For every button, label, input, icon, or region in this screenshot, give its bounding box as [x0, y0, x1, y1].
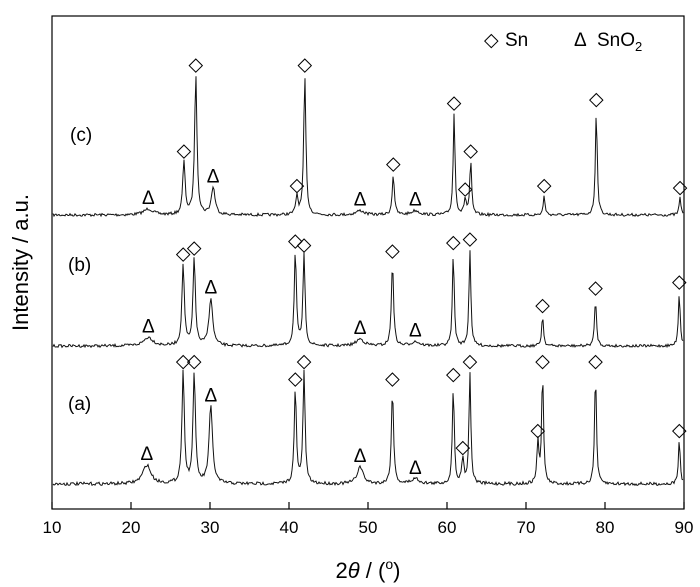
x-tick-label-60: 60	[438, 518, 457, 537]
sno2-marker-2-0: Δ	[140, 444, 153, 465]
sn-marker-0-11: ◇	[463, 141, 478, 162]
legend-symbol-sn: ◇	[484, 30, 499, 51]
sn-marker-0-13: ◇	[589, 89, 604, 110]
sno2-marker-2-6: Δ	[354, 446, 367, 467]
sn-marker-1-5: ◇	[297, 235, 312, 256]
sn-marker-1-4: ◇	[288, 230, 303, 251]
sno2-marker-1-6: Δ	[354, 318, 367, 339]
sn-marker-0-9: ◇	[447, 93, 462, 114]
series-line-0	[52, 76, 684, 218]
series-line-2	[52, 369, 684, 487]
sn-marker-2-9: ◇	[446, 364, 461, 385]
sn-marker-1-11: ◇	[535, 295, 550, 316]
sn-marker-1-7: ◇	[385, 241, 400, 262]
series-label-0: (c)	[70, 125, 92, 146]
sn-marker-0-1: ◇	[177, 141, 192, 162]
sno2-marker-2-8: Δ	[409, 458, 422, 479]
sn-marker-0-12: ◇	[537, 175, 552, 196]
legend-label-sn: Sn	[505, 30, 528, 51]
legend-label-sno2-sub: 2	[635, 39, 642, 54]
sno2-marker-1-3: Δ	[204, 278, 217, 299]
sno2-marker-1-8: Δ	[409, 321, 422, 342]
x-tick-label-90: 90	[675, 518, 694, 537]
x-axis-title-rest: / (	[360, 558, 386, 583]
sn-marker-2-4: ◇	[288, 368, 303, 389]
series-label-1: (b)	[68, 255, 91, 276]
y-axis-title: Intensity / a.u.	[8, 194, 33, 331]
x-tick-label-30: 30	[201, 518, 220, 537]
sn-marker-2-12: ◇	[531, 420, 546, 441]
sn-marker-0-10: ◇	[458, 179, 473, 200]
sno2-marker-0-3: Δ	[207, 166, 220, 187]
sn-marker-2-2: ◇	[187, 351, 202, 372]
x-tick-label-40: 40	[280, 518, 299, 537]
legend-label-sno2-main: SnO	[597, 30, 635, 51]
x-axis-title: 2θ / (o)	[336, 556, 401, 583]
series-layer	[52, 76, 684, 487]
sn-marker-1-10: ◇	[463, 229, 478, 250]
legend-label-sno2: SnO2	[597, 30, 642, 54]
sn-marker-2-14: ◇	[588, 351, 603, 372]
tick-layer: 10 20 30 40 50 60 70 80 90	[43, 502, 694, 537]
x-tick-label-10: 10	[43, 518, 62, 537]
legend: ◇ Sn Δ SnO2	[484, 30, 642, 54]
x-axis-title-close: )	[393, 558, 400, 583]
series-label-2: (a)	[68, 394, 91, 415]
sn-marker-1-1: ◇	[176, 243, 191, 264]
sn-marker-0-5: ◇	[297, 55, 312, 76]
sn-marker-2-13: ◇	[535, 351, 550, 372]
sn-marker-0-14: ◇	[673, 177, 688, 198]
sn-marker-2-7: ◇	[385, 368, 400, 389]
x-tick-label-20: 20	[122, 518, 141, 537]
legend-symbol-sno2: Δ	[574, 30, 587, 51]
sno2-marker-2-3: Δ	[204, 386, 217, 407]
marker-layer: (c)Δ◇◇Δ ◇◇Δ◇Δ◇◇◇◇◇◇(b)Δ◇◇Δ◇◇Δ◇Δ◇ ◇◇◇ ◇(a)Δ◇…	[68, 55, 688, 479]
sno2-marker-0-6: Δ	[354, 190, 367, 211]
x-tick-label-50: 50	[359, 518, 378, 537]
sn-marker-1-13: ◇	[672, 272, 687, 293]
sn-marker-0-4: ◇	[290, 175, 305, 196]
sn-marker-1-9: ◇	[446, 232, 461, 253]
sn-marker-2-11: ◇	[463, 351, 478, 372]
sn-marker-1-12: ◇	[588, 278, 603, 299]
sno2-marker-1-0: Δ	[142, 316, 155, 337]
x-tick-label-70: 70	[517, 518, 536, 537]
sn-marker-2-10: ◇	[455, 437, 470, 458]
sn-marker-2-5: ◇	[297, 351, 312, 372]
x-tick-label-80: 80	[596, 518, 615, 537]
sn-marker-1-2: ◇	[187, 237, 202, 258]
sn-marker-0-7: ◇	[386, 154, 401, 175]
x-axis-title-sup: o	[385, 556, 393, 572]
sn-marker-2-1: ◇	[176, 351, 191, 372]
sno2-marker-0-8: Δ	[409, 190, 422, 211]
x-axis-title-theta: θ	[348, 558, 360, 583]
sno2-marker-0-0: Δ	[142, 188, 155, 209]
sn-marker-2-15: ◇	[672, 420, 687, 441]
sn-marker-0-2: ◇	[188, 55, 203, 76]
series-line-1	[52, 250, 684, 349]
x-axis-title-main: 2	[336, 558, 348, 583]
